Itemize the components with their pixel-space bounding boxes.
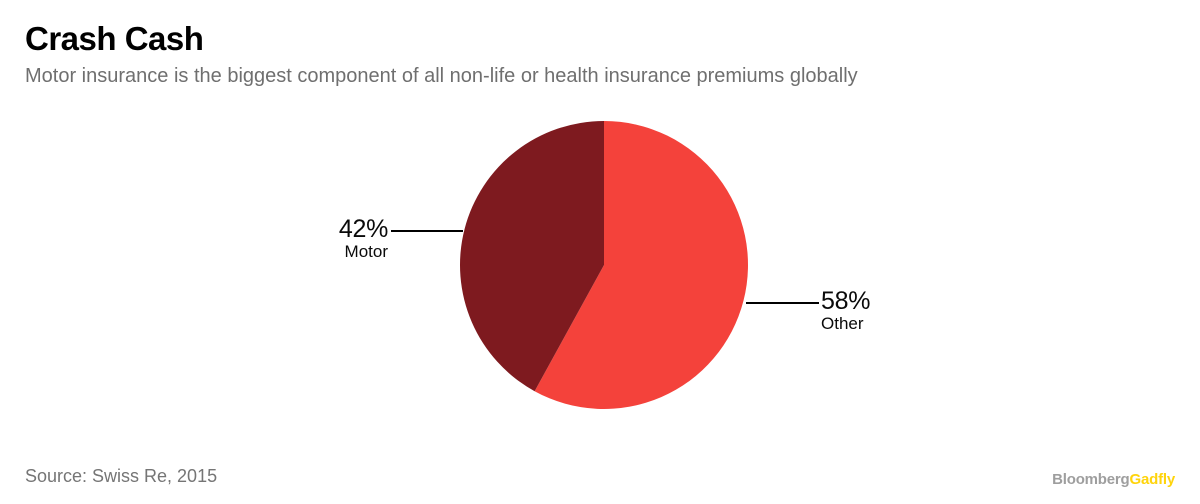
source-note: Source: Swiss Re, 2015 [25,466,218,486]
motor-callout-line [391,230,463,232]
other-pct-label: 58% [821,287,871,315]
logo-bloomberg: Bloomberg [1052,471,1130,488]
other-name-label: Other [821,314,864,333]
logo-gadfly: Gadfly [1129,471,1176,488]
chart-title: Crash Cash [25,20,204,57]
pie-slice-other [534,121,748,409]
motor-name-label: Motor [344,242,388,261]
chart-subtitle: Motor insurance is the biggest component… [25,65,858,87]
pie-slice-motor [459,121,604,392]
other-callout-line [746,302,819,304]
motor-slice-label: 42% Motor [288,217,388,262]
pie-chart [459,121,748,409]
motor-pct-label: 42% [338,215,388,243]
other-slice-label: 58% Other [821,289,941,334]
bloomberg-gadfly-logo: BloombergGadfly [1052,471,1175,488]
